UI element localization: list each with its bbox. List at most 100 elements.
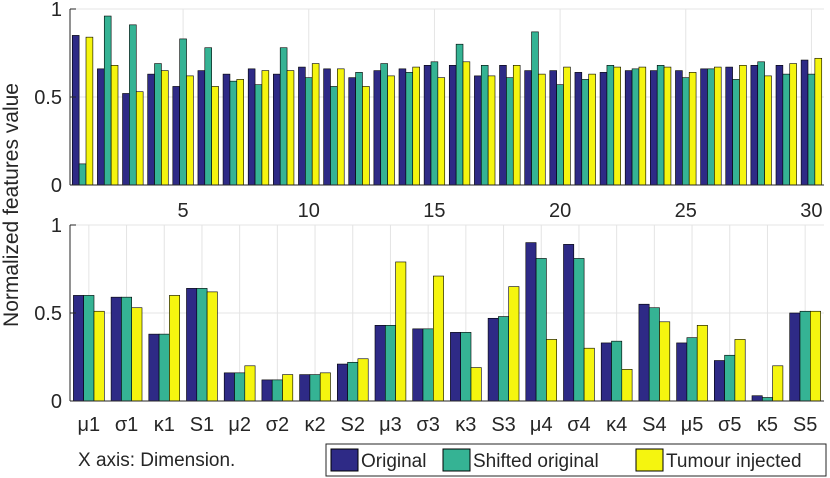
top-xtick-label: 25 (675, 200, 697, 222)
top-bar-original-11 (323, 68, 331, 186)
top-bar-tumour-injected-5 (186, 75, 194, 186)
top-bar-original-23 (624, 70, 633, 186)
bottom-bar-original-8 (336, 363, 348, 402)
top-bar-tumour-injected-23 (638, 66, 647, 186)
bottom-ytick-label: 1 (51, 215, 62, 237)
top-bar-shifted-original-26 (707, 68, 715, 186)
top-bar-tumour-injected-17 (487, 75, 496, 186)
bottom-bar-shifted-original-13 (535, 258, 547, 402)
top-bar-tumour-injected-6 (211, 86, 219, 186)
bottom-bar-shifted-original-5 (234, 372, 246, 402)
top-bar-original-1 (71, 35, 80, 186)
bottom-bar-shifted-original-1 (83, 295, 95, 402)
bottom-xtick-label: κ4 (606, 414, 627, 436)
top-bar-shifted-original-6 (204, 47, 212, 186)
top-bar-original-6 (197, 70, 206, 186)
chart-top: 00.515 10 15 20 25 30 (34, 0, 824, 222)
top-bar-shifted-original-23 (631, 68, 640, 186)
top-ytick-label: 0.5 (34, 87, 62, 109)
bottom-bar-tumour-injected-7 (319, 372, 331, 402)
top-bar-original-9 (273, 73, 281, 186)
bottom-xtick-label: S3 (491, 414, 515, 436)
top-bar-shifted-original-27 (732, 79, 740, 186)
legend-swatch-tumour-injected (635, 448, 664, 472)
top-bar-shifted-original-2 (103, 15, 112, 186)
bottom-xtick-label: σ2 (266, 414, 289, 436)
bottom-bar-original-2 (110, 296, 122, 402)
top-bar-shifted-original-25 (682, 77, 690, 186)
top-bars (71, 15, 823, 186)
top-xtick-label: 5 (178, 200, 189, 222)
legend-swatch-shifted-original (442, 448, 471, 472)
bottom-bar-tumour-injected-1 (93, 310, 105, 402)
bottom-xtick-label: σ4 (567, 414, 590, 436)
chart-bottom: 0 0.5 1 μ1 σ1 κ1 S1 μ2 σ2 κ2 S2 μ3 σ3 κ3 S3 μ4 σ4 κ4 S4 μ5 σ… (34, 215, 824, 436)
top-bar-shifted-original-13 (380, 63, 388, 186)
bottom-xtick-label: κ1 (154, 414, 175, 436)
top-bar-tumour-injected-11 (337, 68, 345, 186)
top-bar-shifted-original-20 (556, 84, 564, 186)
bottom-tick-labels: 0 0.5 1 μ1 σ1 κ1 S1 μ2 σ2 κ2 S2 μ3 σ3 κ3 S3 μ4 σ4 κ4 S4 μ5 σ… (34, 215, 817, 436)
bottom-xtick-label: μ2 (228, 414, 251, 436)
top-xtick-label: 10 (298, 200, 320, 222)
top-bar-original-8 (247, 68, 256, 186)
bottom-bar-tumour-injected-20 (810, 310, 821, 402)
top-bar-tumour-injected-3 (135, 91, 144, 186)
bottom-bar-shifted-original-18 (724, 354, 736, 402)
top-bar-tumour-injected-21 (588, 73, 596, 186)
top-bar-original-3 (122, 93, 130, 186)
top-bar-tumour-injected-15 (437, 77, 446, 186)
top-bar-tumour-injected-1 (85, 36, 94, 186)
bottom-bar-original-6 (261, 379, 273, 402)
top-bar-tumour-injected-4 (161, 70, 169, 186)
top-bar-original-29 (775, 65, 784, 186)
bottom-bar-tumour-injected-4 (206, 291, 218, 402)
top-bar-tumour-injected-18 (512, 65, 521, 186)
top-bar-original-22 (599, 72, 608, 186)
bottom-bar-original-12 (487, 317, 499, 402)
top-ytick-label: 1 (51, 0, 62, 21)
bottom-bar-tumour-injected-5 (244, 365, 256, 402)
top-xtick-label: 15 (423, 200, 445, 222)
bottom-bar-original-10 (412, 328, 424, 402)
top-bar-shifted-original-9 (279, 47, 288, 186)
top-bar-shifted-original-12 (355, 72, 363, 186)
top-bar-tumour-injected-22 (613, 66, 621, 186)
top-bar-shifted-original-28 (757, 61, 765, 186)
top-bar-tumour-injected-16 (462, 61, 471, 186)
top-bar-tumour-injected-30 (814, 57, 823, 186)
top-bar-original-16 (448, 65, 457, 186)
top-ytick-label: 0 (51, 175, 62, 197)
top-bar-original-5 (172, 86, 180, 186)
bottom-bar-tumour-injected-18 (734, 339, 746, 402)
top-bar-original-24 (650, 70, 658, 186)
top-bar-shifted-original-1 (78, 163, 87, 186)
top-bar-original-7 (222, 73, 231, 186)
top-bar-tumour-injected-9 (286, 70, 295, 186)
bottom-axes (69, 224, 824, 402)
bottom-xtick-label: μ1 (78, 414, 101, 436)
bottom-xtick-label: σ1 (115, 414, 138, 436)
bottom-bar-original-16 (638, 303, 650, 402)
top-bar-original-14 (398, 68, 407, 186)
bottom-ytick-label: 0.5 (34, 303, 62, 325)
bottom-bar-shifted-original-17 (686, 337, 698, 402)
legend-swatch-original (330, 448, 359, 472)
top-bar-shifted-original-19 (531, 31, 539, 186)
bottom-bar-shifted-original-19 (761, 397, 773, 402)
bottom-bar-tumour-injected-11 (470, 367, 482, 402)
top-bar-shifted-original-16 (455, 43, 464, 186)
bottom-bar-tumour-injected-8 (357, 358, 369, 402)
top-bar-shifted-original-8 (254, 84, 263, 186)
top-bar-tumour-injected-2 (110, 65, 119, 186)
bottom-bar-original-3 (148, 333, 160, 402)
top-bar-original-27 (725, 66, 733, 186)
top-bar-original-18 (499, 65, 507, 186)
top-bar-original-4 (147, 73, 155, 186)
bottom-xtick-label: μ5 (681, 414, 704, 436)
bottom-bar-shifted-original-14 (573, 258, 585, 402)
legend: Original Shifted original Tumour injecte… (325, 443, 827, 477)
bottom-xtick-label: κ2 (304, 414, 325, 436)
bottom-bar-shifted-original-7 (309, 374, 321, 402)
